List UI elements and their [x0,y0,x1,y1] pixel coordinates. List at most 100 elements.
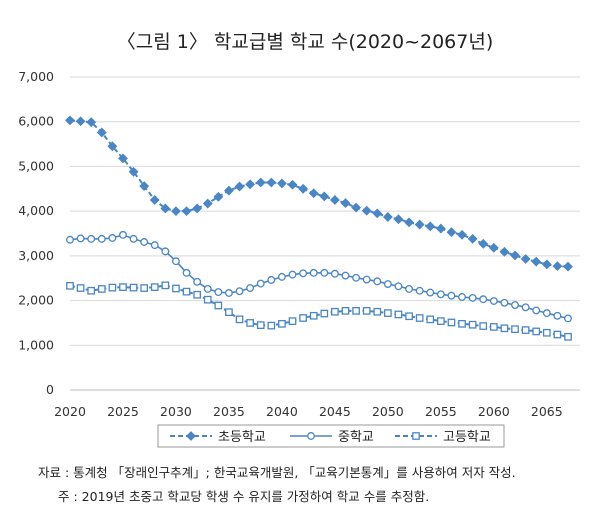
data-point [214,288,223,297]
data-point [415,314,424,322]
data-point [372,208,383,219]
x-tick-label: 2025 [107,404,139,419]
data-point [393,214,404,225]
y-tick-label: 2,000 [18,293,54,308]
data-point [436,290,445,299]
data-point [542,309,551,318]
y-tick-label: 5,000 [18,158,54,173]
data-point [309,268,318,277]
data-point [225,308,233,317]
data-point [76,234,85,243]
data-point [478,238,489,249]
legend-marker [412,432,420,440]
series-2 [66,230,572,323]
data-point [108,234,117,242]
data-point [309,311,318,320]
data-point [128,166,139,177]
data-point [150,283,159,292]
data-point [553,311,562,320]
data-point [75,116,86,127]
data-point [97,285,106,293]
data-point [118,153,128,164]
data-point [468,320,477,329]
data-point [426,315,435,324]
data-point [479,322,488,330]
data-point [511,325,519,334]
data-point [394,310,403,319]
data-point [320,309,329,318]
source-note: 자료 : 통계청 「장래인구추계」; 한국교육개발원, 「교육기본통계」를 사용… [38,465,516,480]
data-point [351,202,361,213]
data-point [203,284,212,293]
data-point [182,287,191,296]
data-point [552,261,563,272]
data-point [511,301,519,309]
data-point [288,270,297,279]
data-point [362,275,371,284]
data-point [140,238,149,246]
data-point [66,281,74,290]
data-point [352,307,360,315]
data-point [373,277,382,286]
data-point [426,288,435,297]
data-point [129,283,138,292]
data-point [499,246,510,257]
data-point [193,277,202,286]
data-point [521,326,530,334]
data-point [193,290,201,299]
series-line [69,119,569,268]
legend-marker [186,431,196,441]
data-point [394,282,403,291]
data-point [531,256,542,267]
legend-label: 중학교 [338,430,374,445]
data-point [361,205,372,216]
data-point [224,185,234,196]
x-tick-label: 2055 [425,404,457,419]
data-point [235,315,244,324]
data-point [234,181,245,192]
data-point [384,309,392,317]
data-point [446,227,457,238]
data-point [468,293,477,302]
data-point [458,319,466,328]
data-point [299,314,307,322]
line-chart: 〈그림 1〉 학교급별 학교 수(2020~2067년) 0 1,000 2,000… [18,31,580,448]
data-point [447,291,456,300]
data-point [500,324,509,333]
data-point [202,198,213,209]
data-point [119,283,127,292]
y-tick-label: 7,000 [18,69,54,84]
data-point [76,284,85,292]
data-point [87,286,96,295]
data-point [457,229,467,240]
x-tick-label: 2065 [531,404,563,419]
data-point [150,241,159,250]
data-point [520,254,531,264]
data-point [246,284,255,293]
data-point [447,318,456,327]
data-point [383,280,392,288]
x-axis-ticks: 2020 2025 2030 2035 2040 2045 2050 2055 2060 2065 [54,404,563,419]
data-point [192,203,203,214]
data-point [108,283,117,292]
data-point [119,230,127,239]
data-point [425,221,436,232]
x-tick-label: 2020 [54,404,86,419]
data-point [458,293,466,301]
data-point [308,188,319,199]
data-point [405,284,414,293]
data-point [373,307,382,316]
legend-label: 고등학교 [443,430,491,445]
y-tick-label: 3,000 [18,248,54,263]
data-point [278,319,286,328]
data-point [267,276,276,284]
chart-title: 〈그림 1〉 학교급별 학교 수(2020~2067년) [117,31,494,53]
data-point [489,323,498,331]
data-point [245,179,256,190]
data-point [172,257,180,266]
x-tick-label: 2040 [266,404,298,419]
legend-label: 초등학교 [218,430,266,445]
data-point [352,273,361,282]
data-point [435,223,446,234]
data-point [510,250,520,261]
